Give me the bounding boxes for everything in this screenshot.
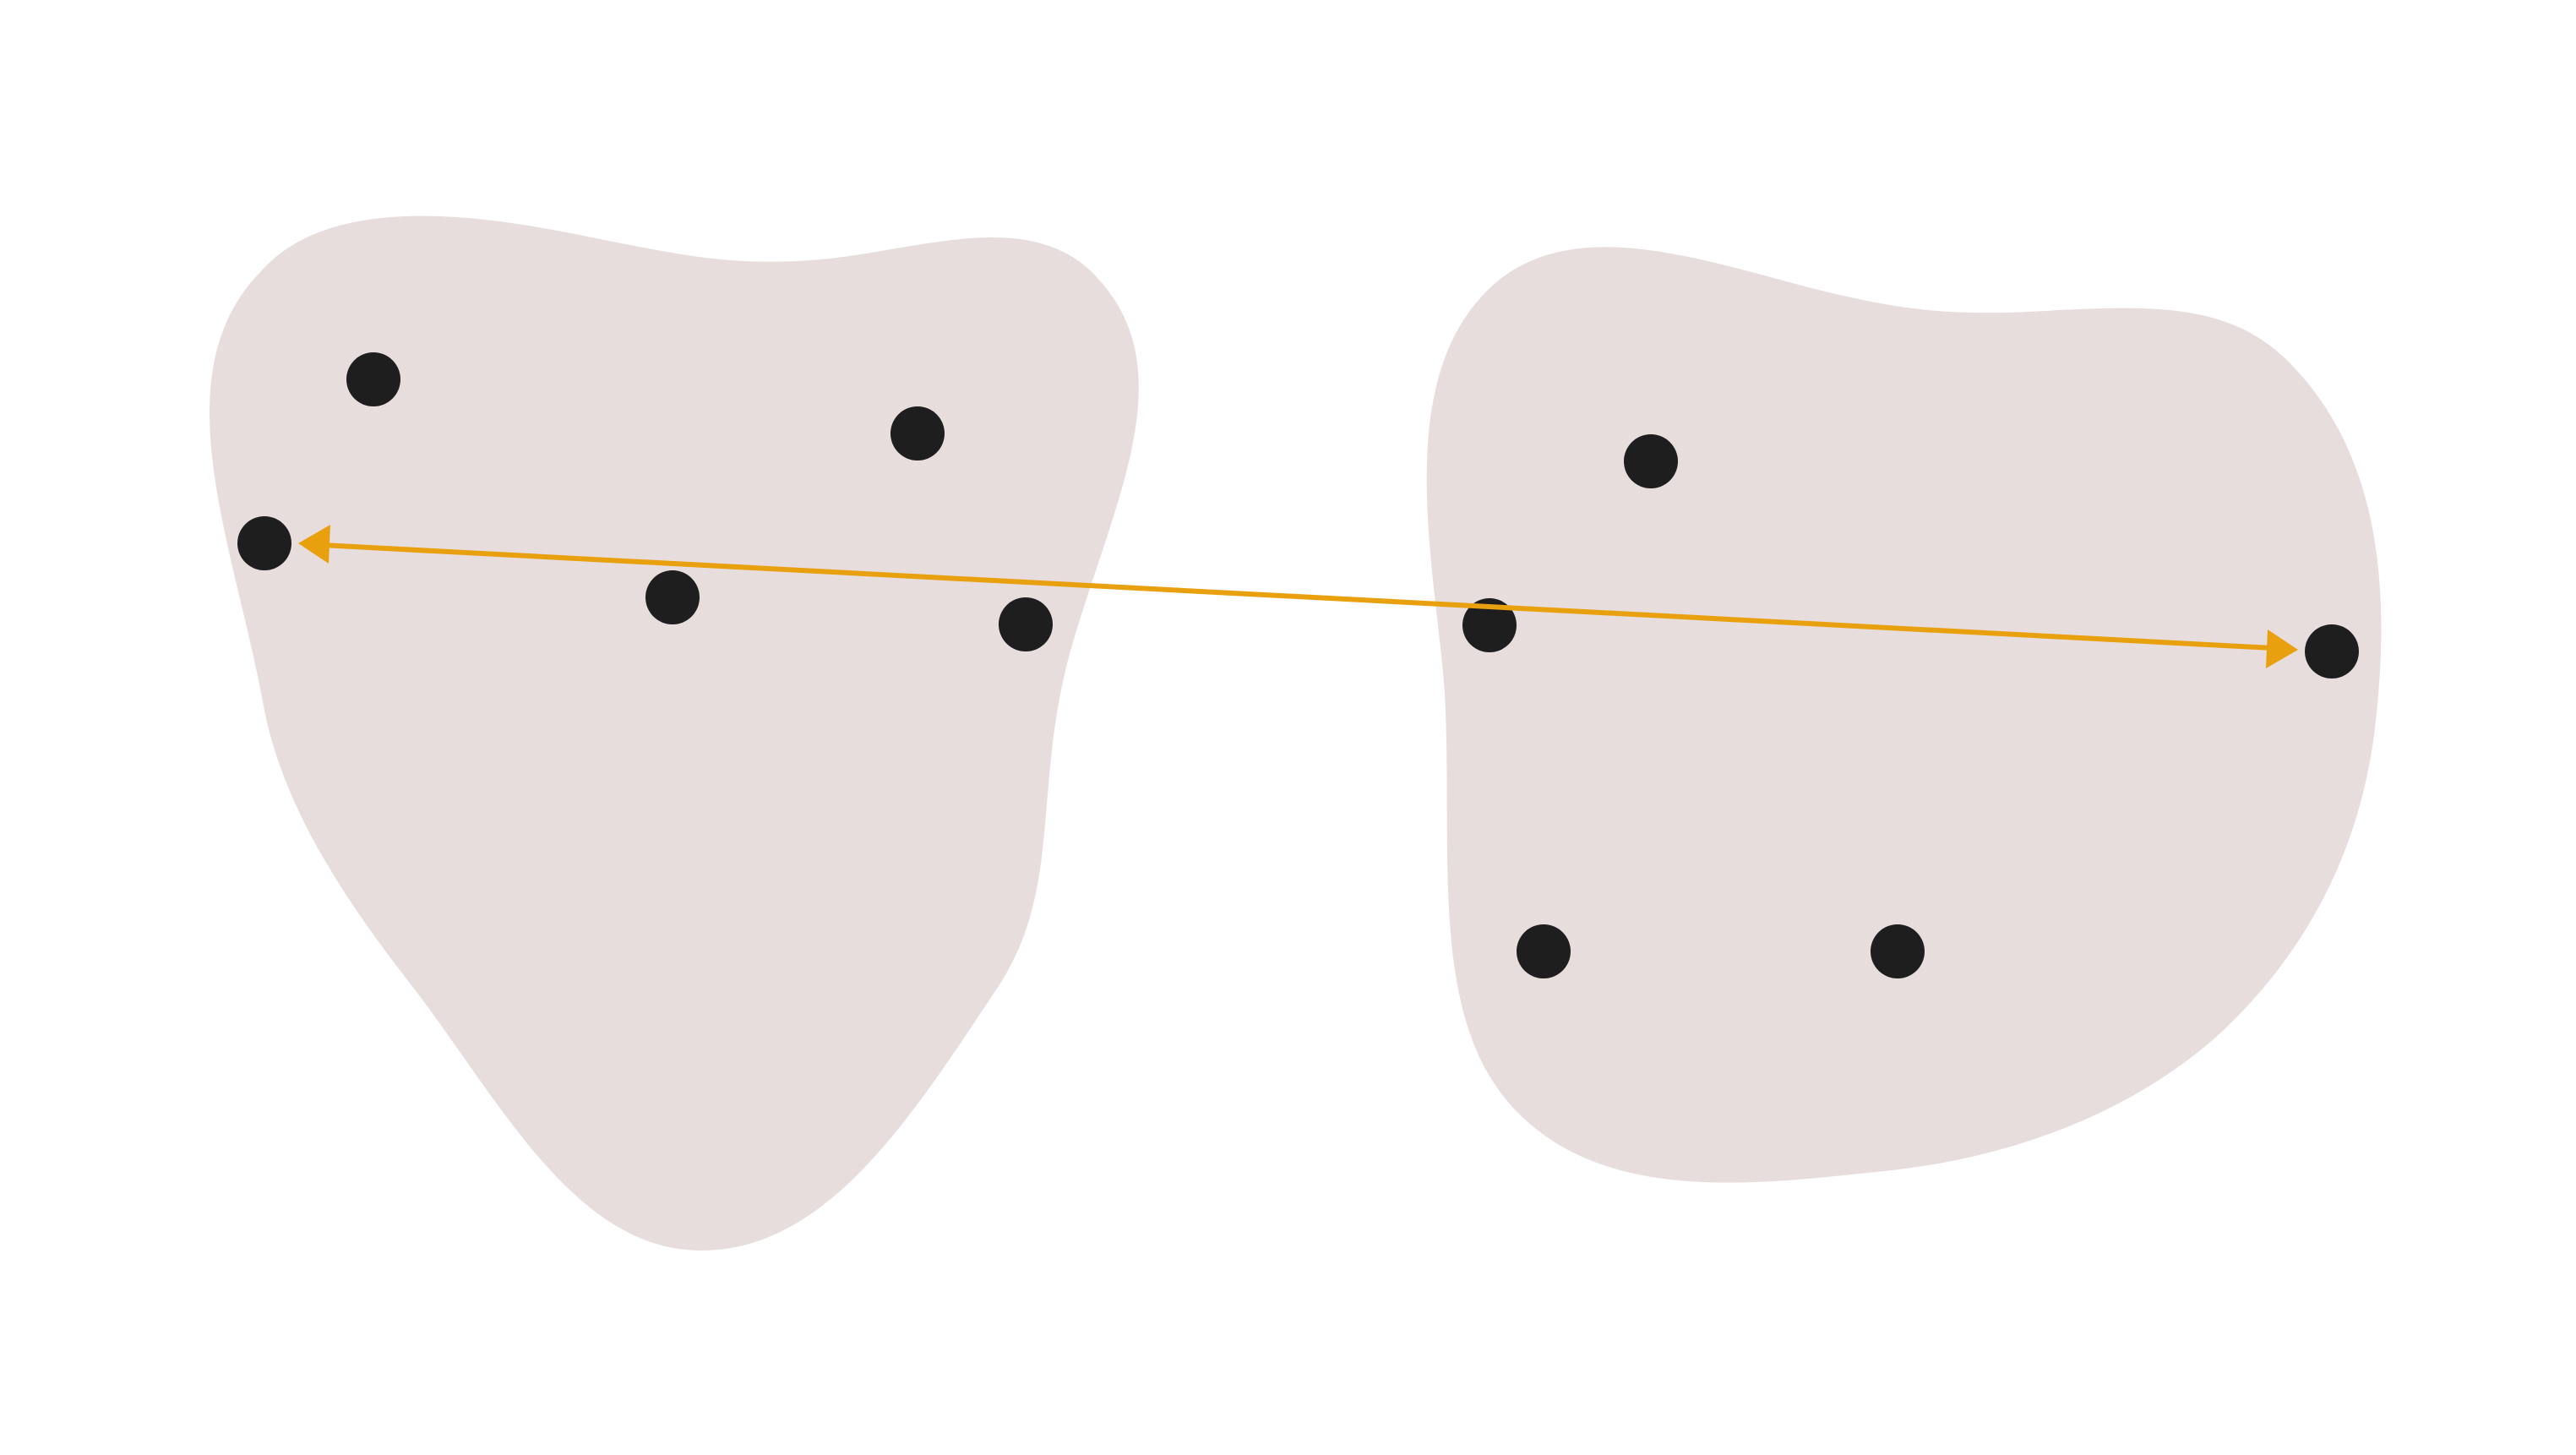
cluster-a-points: [237, 352, 1053, 651]
data-point: [237, 516, 291, 570]
data-point: [1462, 598, 1517, 652]
data-point: [890, 406, 945, 460]
arrow-head-left: [298, 525, 330, 564]
data-point: [645, 570, 700, 624]
data-point: [2305, 624, 2359, 678]
cluster-a-region: [210, 215, 1139, 1251]
cluster-b-points: [1462, 434, 2359, 978]
data-point: [1624, 434, 1678, 488]
cluster-b-region: [1426, 247, 2382, 1183]
arrow-head-right: [2266, 629, 2298, 668]
data-point: [1871, 924, 1925, 978]
data-point: [346, 352, 400, 406]
distance-arrow: [298, 525, 2298, 668]
data-point: [1517, 924, 1571, 978]
distance-arrow-line: [319, 542, 2275, 651]
data-point: [999, 597, 1053, 651]
